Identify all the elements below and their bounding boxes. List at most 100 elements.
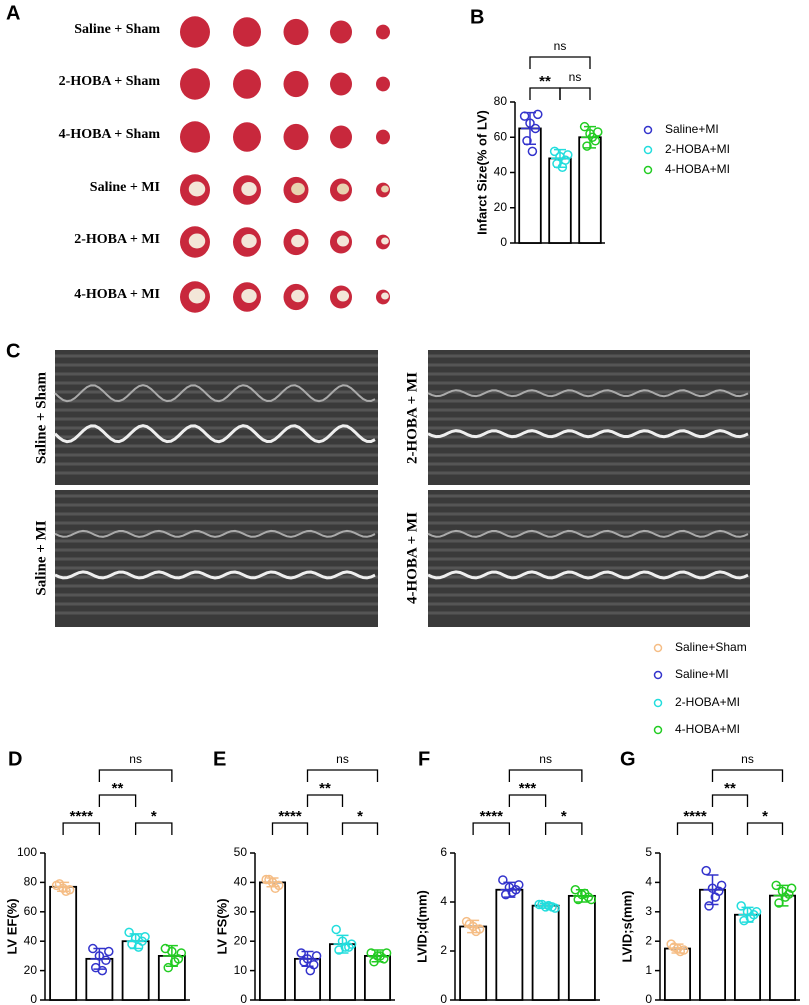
y-tick-label: 0 (500, 235, 507, 249)
significance-bracket (746, 822, 784, 835)
row-label: 2-HOBA + Sham (59, 74, 161, 89)
data-point (570, 885, 581, 895)
data-point (167, 946, 177, 957)
data-point (774, 898, 784, 908)
significance-label: **** (278, 808, 302, 825)
y-tick-label: 100 (17, 845, 37, 859)
infarct-area (291, 289, 305, 303)
data-point (97, 965, 108, 976)
data-point (666, 939, 676, 949)
heart-slice (283, 18, 309, 46)
legend-label: Saline+MI (675, 667, 729, 681)
significance-label: ns (741, 752, 754, 766)
legend-label: 4-HOBA+MI (675, 722, 740, 736)
data-point (549, 146, 560, 157)
y-tick-label: 20 (494, 200, 508, 214)
y-tick-label: 20 (24, 963, 38, 977)
significance-label: ** (724, 780, 736, 797)
infarct-area (381, 292, 389, 300)
significance-label: ns (539, 752, 552, 766)
data-point (170, 957, 180, 967)
significance-bracket (62, 822, 101, 835)
data-point (537, 899, 547, 910)
y-tick-label: 3 (645, 904, 652, 918)
heart-slice (330, 20, 352, 44)
data-point (580, 888, 590, 899)
row-label: 2-HOBA + MI (74, 232, 160, 247)
significance-bracket (472, 822, 511, 835)
bar (495, 888, 524, 1001)
data-point (464, 919, 475, 929)
row-label: Saline + Sham (74, 22, 160, 37)
significance-bracket (98, 794, 137, 807)
bar (531, 904, 560, 1001)
legend-marker (653, 643, 663, 653)
data-point (786, 883, 797, 894)
data-point (593, 127, 603, 137)
data-point (525, 118, 535, 128)
significance-label: ns (336, 752, 349, 766)
legend-marker (643, 165, 653, 175)
infarct-area (188, 181, 206, 197)
echo-wall (54, 570, 376, 580)
y-tick-label: 80 (494, 94, 508, 108)
y-tick-label: 40 (494, 165, 508, 179)
bar (734, 913, 762, 1001)
y-tick-label: 5 (645, 845, 652, 859)
y-axis-label: LVID;d(mm) (414, 890, 429, 963)
data-point (514, 880, 524, 890)
significance-label: **** (480, 808, 504, 825)
data-point (311, 951, 322, 961)
y-tick-label: 4 (440, 894, 447, 908)
echo-label: Saline + MI (33, 520, 49, 595)
heart-slice (283, 70, 309, 98)
echo-wall (54, 384, 376, 403)
significance-label: *** (519, 780, 537, 797)
data-point (296, 948, 306, 958)
significance-bracket (711, 769, 784, 782)
bar (121, 940, 150, 1001)
infarct-area (336, 183, 350, 195)
panel-letter: D (8, 748, 22, 770)
infarct-area (336, 235, 350, 247)
data-point (550, 903, 560, 913)
data-point (675, 946, 686, 957)
bar (567, 894, 596, 1001)
panel-letter: C (6, 340, 20, 362)
data-point (771, 880, 781, 891)
panel-letter: B (470, 6, 484, 28)
data-point (299, 957, 309, 967)
panel-letter: G (620, 748, 636, 770)
y-tick-label: 0 (645, 992, 652, 1005)
data-point (498, 875, 508, 885)
infarct-area (241, 289, 257, 303)
heart-slice (180, 16, 210, 48)
row-label: 4-HOBA + Sham (59, 127, 161, 142)
y-axis-label: Infarct Size(% of LV) (474, 110, 489, 235)
echo-label: Saline + Sham (33, 372, 49, 464)
data-point (701, 865, 711, 876)
legend-label: Saline+MI (665, 122, 719, 136)
significance-bracket (676, 822, 714, 835)
legend-marker (643, 145, 653, 155)
data-point (101, 955, 111, 966)
legend-label: Saline+Sham (675, 640, 747, 654)
bar (518, 127, 542, 244)
legend-marker (653, 725, 663, 735)
echo-wall (427, 429, 749, 439)
data-point (337, 936, 348, 946)
data-point (522, 136, 532, 146)
data-point (563, 150, 573, 160)
heart-slice (233, 69, 261, 99)
significance-label: ** (539, 73, 551, 90)
data-point (381, 948, 392, 958)
significance-label: ns (554, 39, 567, 53)
row-label: 4-HOBA + MI (74, 287, 160, 302)
data-point (507, 887, 518, 897)
significance-bracket (711, 794, 749, 807)
y-axis-label: LVID;s(mm) (619, 891, 634, 963)
legend-marker (653, 698, 663, 708)
y-tick-label: 0 (240, 992, 247, 1005)
significance-bracket (544, 822, 583, 835)
data-point (346, 939, 357, 949)
